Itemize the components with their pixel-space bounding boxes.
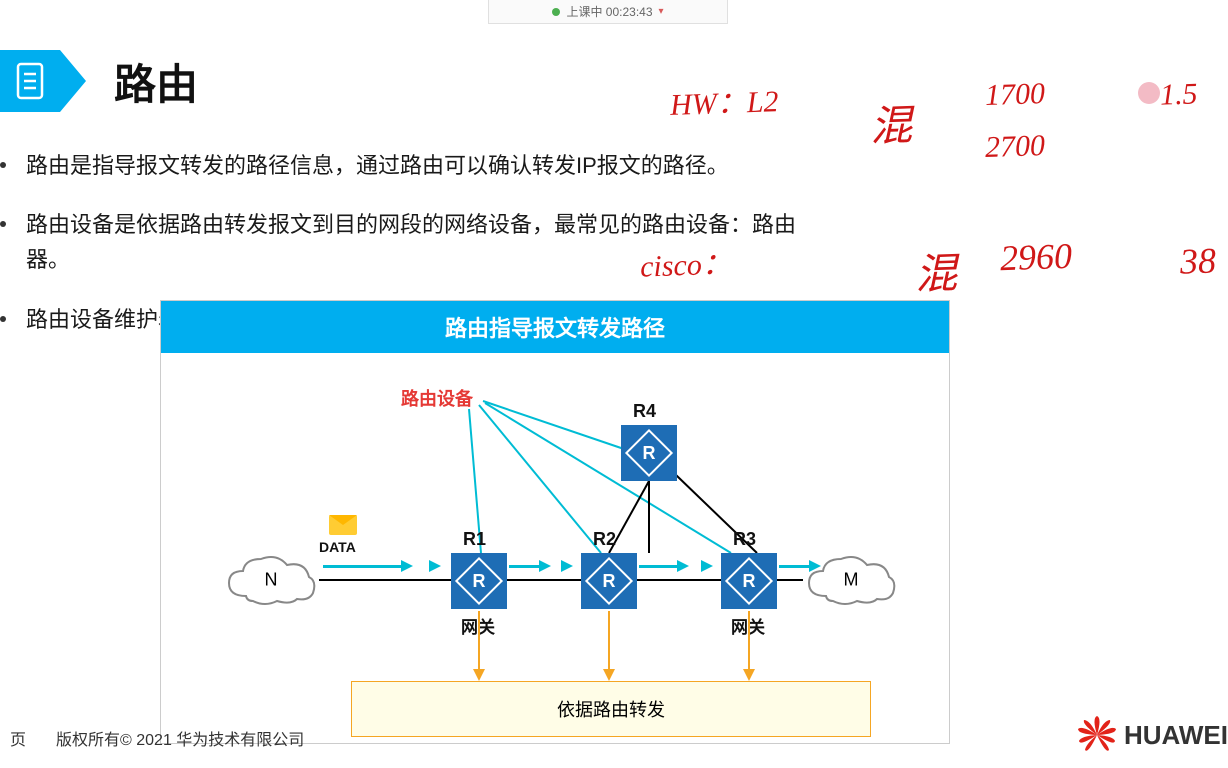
router-r4: R [621, 425, 677, 481]
copyright: 版权所有© 2021 华为技术有限公司 [56, 726, 304, 750]
router-r3: R [721, 553, 777, 609]
bullet-dot-icon [0, 316, 6, 322]
handwriting: 38 [1179, 239, 1216, 282]
footer: 页 版权所有© 2021 华为技术有限公司 [10, 726, 304, 750]
title-tab [0, 50, 60, 112]
r3-label: R3 [733, 529, 756, 550]
bullet-text: 路由是指导报文转发的路径信息，通过路由可以确认转发IP报文的路径。 [26, 148, 729, 183]
r1-label: R1 [463, 529, 486, 550]
cloud-n: N [221, 551, 321, 609]
status-text: 上课中 00:23:43 [566, 3, 652, 20]
bullet-dot-icon [0, 162, 6, 168]
bullet-dot-icon [0, 221, 6, 227]
flow-arrow-icon [429, 560, 441, 572]
flow-arrow-icon [401, 560, 413, 572]
page-indicator: 页 [10, 726, 26, 750]
flow-arrow-icon [809, 560, 821, 572]
router-r1: R [451, 553, 507, 609]
chevron-down-icon: ▾ [659, 6, 664, 17]
huawei-logo: HUAWEI [1076, 714, 1228, 756]
document-icon [14, 62, 46, 100]
diagram-header: 路由指导报文转发路径 [161, 301, 949, 353]
huawei-petal-icon [1076, 714, 1118, 756]
r4-label: R4 [633, 401, 656, 422]
handwriting: 2700 [984, 129, 1045, 165]
flow-line [509, 565, 541, 568]
logo-text: HUAWEI [1124, 720, 1228, 751]
handwriting: cisco： [639, 238, 732, 285]
title-row: 路由 [0, 50, 198, 112]
handwriting: 混 [869, 91, 913, 153]
handwriting: 1.5 [1159, 77, 1198, 112]
flow-arrow-icon [539, 560, 551, 572]
flow-line [639, 565, 679, 568]
bullet-item: 路由是指导报文转发的路径信息，通过路由可以确认转发IP报文的路径。 [0, 148, 820, 183]
diagram: 路由指导报文转发路径 路由设备 DATA N M [160, 300, 950, 744]
forward-box: 依据路由转发 [351, 681, 871, 737]
flow-arrow-icon [677, 560, 689, 572]
status-dot-icon [552, 8, 560, 16]
flow-arrow-icon [701, 560, 713, 572]
flow-arrow-icon [561, 560, 573, 572]
handwriting: HW：L2 [669, 76, 779, 124]
data-envelope-icon [329, 515, 357, 535]
marker-dot [1138, 82, 1160, 104]
router-r2: R [581, 553, 637, 609]
down-arrow-icon [743, 669, 755, 681]
device-label: 路由设备 [401, 385, 473, 411]
handwriting: 1700 [984, 77, 1045, 113]
down-arrow-icon [473, 669, 485, 681]
cloud-m-label: M [844, 570, 859, 591]
down-line [748, 611, 750, 671]
page-title: 路由 [114, 51, 198, 112]
down-arrow-icon [603, 669, 615, 681]
down-line [478, 611, 480, 671]
title-arrow-icon [60, 50, 86, 112]
flow-line [323, 565, 403, 568]
cloud-n-label: N [265, 570, 278, 591]
r2-label: R2 [593, 529, 616, 550]
diagram-body: 路由设备 DATA N M R R1 R [161, 353, 949, 743]
flow-line [779, 565, 811, 568]
down-line [608, 611, 610, 671]
data-label: DATA [319, 539, 356, 555]
status-bar[interactable]: 上课中 00:23:43 ▾ [488, 0, 728, 24]
handwriting: 2960 [999, 235, 1072, 279]
handwriting: 混 [914, 239, 958, 301]
